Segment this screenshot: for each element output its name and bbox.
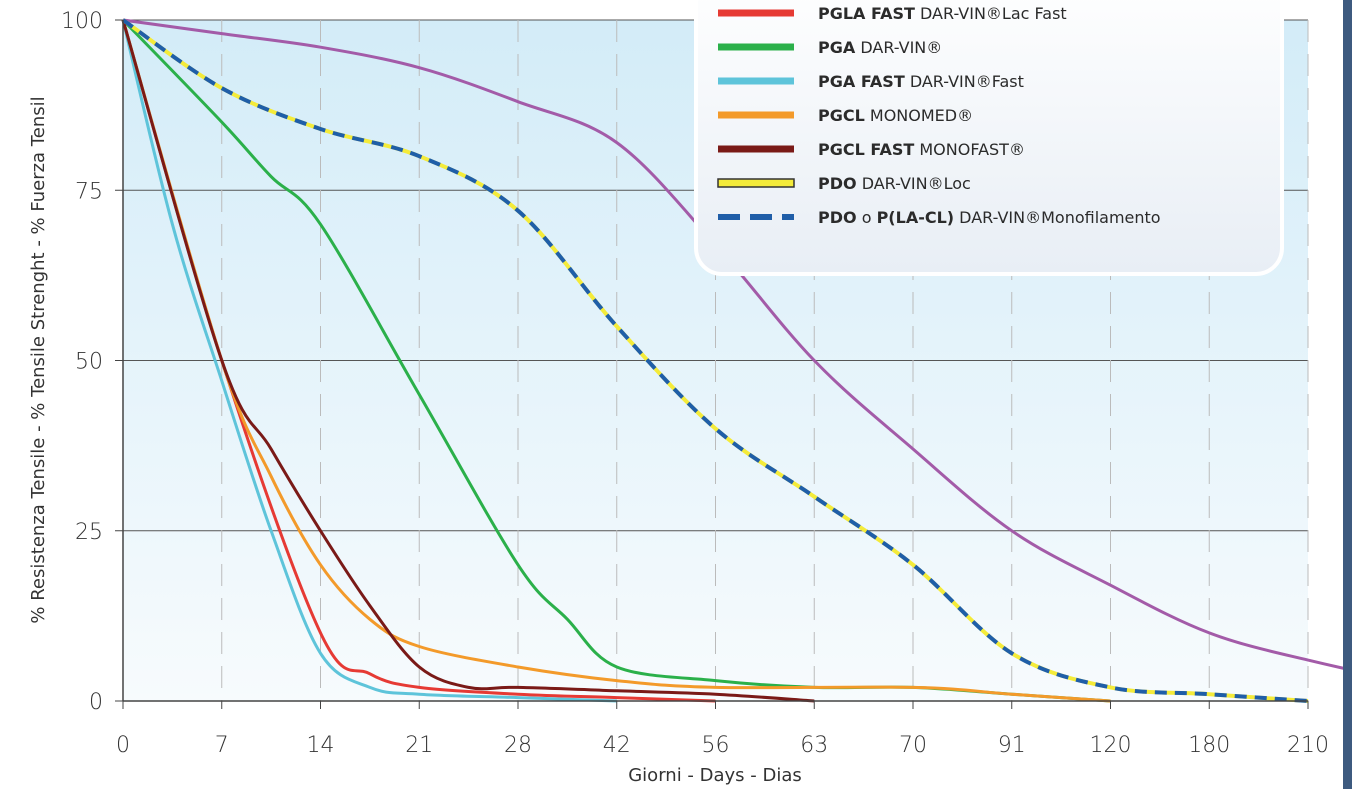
x-tick-label: 70 bbox=[899, 733, 927, 758]
legend-label: PDO o P(LA-CL) DAR-VIN®Monofilamento bbox=[818, 208, 1161, 227]
x-tick-label: 63 bbox=[800, 733, 828, 758]
series-line-pgcl-monomed bbox=[121, 19, 1111, 703]
legend-label: PGCL MONOMED® bbox=[818, 106, 973, 125]
x-tick-label: 210 bbox=[1287, 733, 1329, 758]
x-tick-label: 180 bbox=[1188, 733, 1230, 758]
y-tick-label: 25 bbox=[75, 520, 103, 545]
legend-entry: PGLA FAST DAR-VIN®Lac Fast bbox=[718, 4, 1067, 23]
legend-label: PGA DAR-VIN® bbox=[818, 38, 942, 57]
y-tick-label: 0 bbox=[89, 690, 103, 715]
series-line-pdo-p-la-cl-dar-vin-monofilamento bbox=[121, 18, 1309, 703]
axes: 0 25 50 75 100 0 7 14 21 28 42 56 63 70 91 120 180 210 bbox=[61, 9, 1329, 758]
right-edge-bar bbox=[1343, 0, 1352, 789]
x-tick-label: 0 bbox=[116, 733, 130, 758]
legend-swatch bbox=[717, 178, 795, 188]
x-tick-label: 14 bbox=[307, 733, 335, 758]
legend-entry: PGA FAST DAR-VIN®Fast bbox=[718, 72, 1024, 91]
series-layer bbox=[121, 18, 1343, 703]
x-tick-label: 91 bbox=[998, 733, 1026, 758]
legend-label: PGA FAST DAR-VIN®Fast bbox=[818, 72, 1024, 91]
x-tick-label: 7 bbox=[215, 733, 229, 758]
legend-entry: PDO o P(LA-CL) DAR-VIN®Monofilamento bbox=[718, 208, 1161, 227]
x-tick-label: 28 bbox=[504, 733, 532, 758]
y-axis-label: % Resistenza Tensile - % Tensile Strengh… bbox=[28, 96, 49, 623]
legend-box bbox=[694, 0, 1284, 276]
x-tick-label: 42 bbox=[603, 733, 631, 758]
y-tick-label: 50 bbox=[75, 350, 103, 375]
legend-entry: PGCL FAST MONOFAST® bbox=[718, 140, 1025, 159]
series-line-pgcl-fast-monofast bbox=[121, 19, 815, 703]
x-axis-label: Giorni - Days - Dias bbox=[628, 765, 802, 786]
legend-label: PGCL FAST MONOFAST® bbox=[818, 140, 1025, 159]
y-tick-label: 100 bbox=[61, 9, 103, 34]
y-tick-label: 75 bbox=[75, 179, 103, 204]
series-line-pgla-dar-vin-lac bbox=[122, 18, 1343, 670]
legend-entry: PGA DAR-VIN® bbox=[718, 38, 942, 57]
series-line-pga-fast-dar-vin-fast bbox=[121, 19, 617, 703]
x-tick-label: 21 bbox=[405, 733, 433, 758]
x-tick-label: 56 bbox=[702, 733, 730, 758]
legend-entry: PDO DAR-VIN®Loc bbox=[717, 174, 971, 193]
legend-entry: PGCL MONOMED® bbox=[718, 106, 973, 125]
legend: PGLA DAR-VIN®LacPGLA FAST DAR-VIN®Lac Fa… bbox=[694, 0, 1284, 276]
legend-label: PGLA FAST DAR-VIN®Lac Fast bbox=[818, 4, 1067, 23]
legend-label: PDO DAR-VIN®Loc bbox=[818, 174, 971, 193]
x-tick-label: 120 bbox=[1090, 733, 1132, 758]
